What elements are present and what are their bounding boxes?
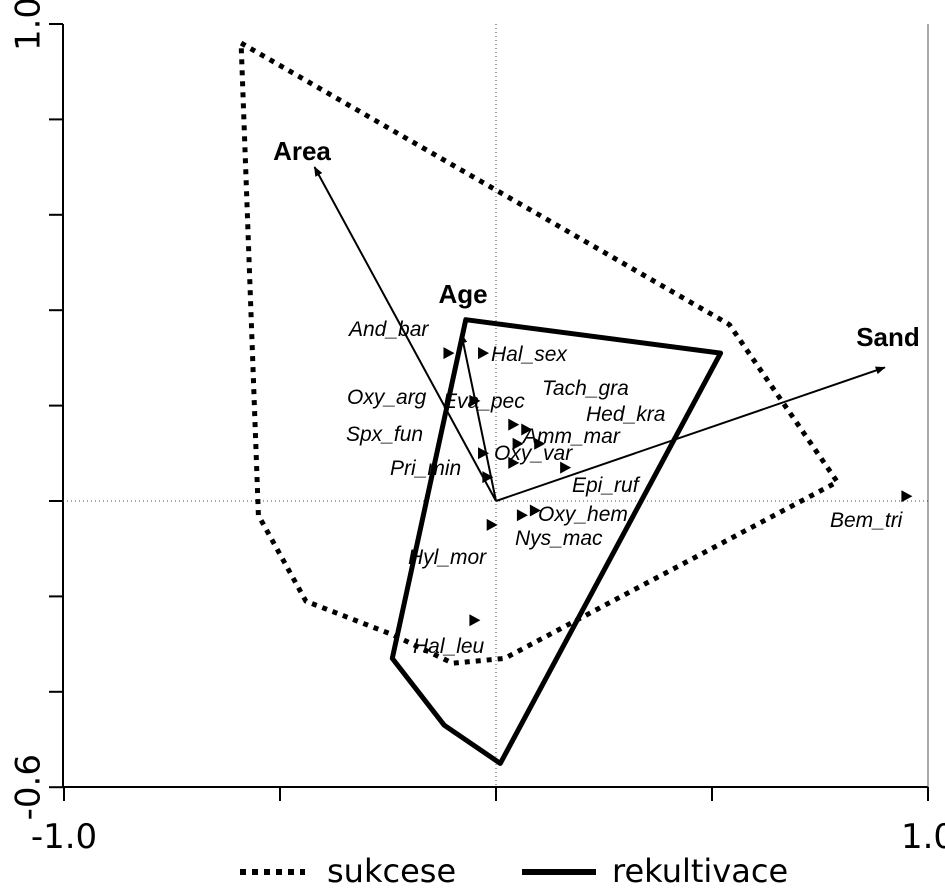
species-marker (534, 437, 546, 450)
species-label: Hal_leu (413, 635, 485, 658)
species-label: Hal_sex (491, 343, 568, 366)
species-label: Tach_gra (542, 377, 629, 400)
x-tick-label: 1.0 (901, 817, 945, 857)
species-marker (508, 418, 520, 431)
species-label: Hed_kra (586, 403, 665, 426)
species-label: Epi_ruf (572, 474, 641, 497)
species-label: Amm_mar (521, 425, 621, 448)
species-marker (469, 614, 481, 627)
species-marker (443, 347, 455, 360)
species-marker (478, 447, 490, 460)
species-label: Oxy_var (494, 442, 573, 465)
species-marker (486, 518, 498, 531)
species-marker (529, 504, 541, 517)
species-marker (901, 490, 913, 503)
species-marker (516, 509, 528, 522)
legend-label-rekultivace: rekultivace (612, 852, 788, 890)
group-hulls (238, 40, 840, 766)
hull-rekultivace (389, 317, 724, 766)
species-marker (478, 347, 490, 360)
species-label: Oxy_arg (347, 386, 427, 409)
species-marker (560, 461, 572, 474)
hull-sukcese (238, 40, 840, 666)
species-label: Eva_pec (443, 390, 525, 413)
species-label: Pri_min (390, 457, 461, 480)
species-marker (512, 437, 524, 450)
y-tick-label: 1.0 (9, 0, 49, 51)
species-label: Bem_tri (830, 509, 904, 532)
vector-sand (495, 366, 886, 502)
species-marker (482, 471, 494, 484)
species-label: Nys_mac (515, 527, 603, 550)
vector-label-age: Age (438, 279, 487, 309)
species-label: Oxy_hem (538, 503, 628, 526)
vector-age (459, 333, 497, 502)
species-marker (508, 456, 520, 469)
species-label: And_bar (347, 318, 429, 341)
vector-label-sand: Sand (856, 322, 920, 352)
species-label: Hyl_mor (408, 546, 487, 569)
y-tick-label: -0.6 (9, 754, 49, 820)
environmental-vectors: Area Age Sand (273, 136, 920, 502)
axes: -1.0 1.0 1.0 -0.6 (9, 0, 945, 857)
legend: sukcese rekultivace (240, 852, 788, 890)
vector-area (313, 166, 497, 502)
species-marker (469, 394, 481, 407)
species-marker (521, 423, 533, 436)
legend-label-sukcese: sukcese (327, 852, 456, 890)
species-points: And_bar Hal_sex Oxy_arg Eva_pec Tach_gra Hed_… (346, 318, 913, 658)
x-tick-label: -1.0 (31, 817, 97, 857)
species-label: Spx_fun (346, 423, 423, 446)
vector-label-area: Area (273, 136, 331, 166)
